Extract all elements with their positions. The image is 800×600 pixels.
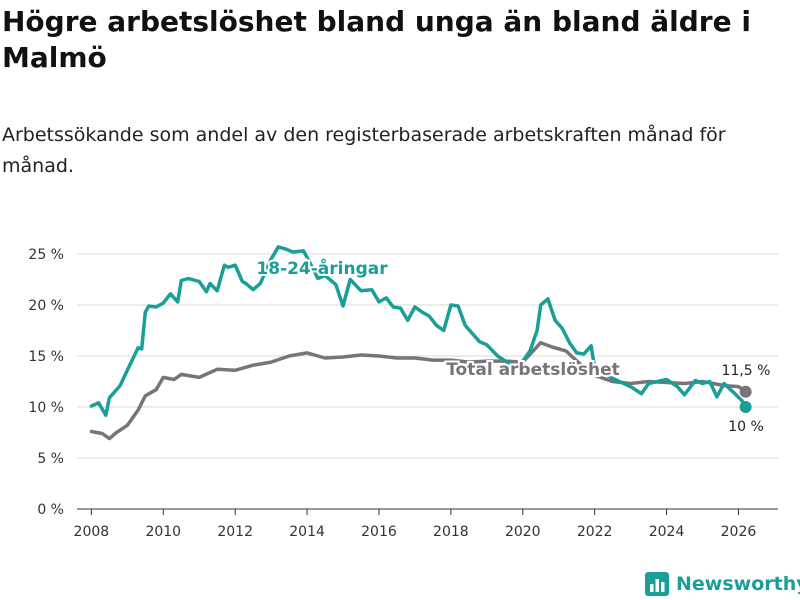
axes: 0 % 5 % 10 % 15 % 20 % 25 % 2008 2010 2012 2014 20… <box>28 247 778 540</box>
y-tick-label: 20 % <box>28 298 64 314</box>
y-tick-label: 10 % <box>28 400 64 416</box>
end-point-total <box>739 385 752 398</box>
x-tick-label: 2016 <box>361 524 397 540</box>
y-tick-label: 25 % <box>28 247 64 263</box>
end-value-total: 11,5 % <box>722 363 771 379</box>
x-tick-label: 2026 <box>721 524 757 540</box>
chart-subtitle: Arbetssökande som andel av den registerb… <box>2 124 726 177</box>
x-tick-label: 2022 <box>577 524 613 540</box>
y-tick-label: 15 % <box>28 349 64 365</box>
x-tick-label: 2014 <box>289 524 325 540</box>
newsworthy-logo[interactable]: Newsworthy <box>645 572 800 596</box>
x-tick-label: 2018 <box>433 524 469 540</box>
end-point-youth <box>739 401 752 413</box>
y-tick-label: 5 % <box>37 451 64 467</box>
y-tick-label: 0 % <box>37 502 64 518</box>
series-line-total <box>89 340 748 441</box>
end-value-youth: 10 % <box>728 419 764 435</box>
series-labels: Total arbetslöshet 18-24-åringar 11,5 % 10 … <box>254 255 771 435</box>
brand-name: Newsworthy <box>676 573 800 595</box>
x-tick-label: 2024 <box>649 524 685 540</box>
chart-title: Högre arbetslöshet bland unga än bland ä… <box>2 5 751 74</box>
x-tick-label: 2010 <box>145 524 181 540</box>
series-label-youth: 18-24-åringar <box>256 257 388 279</box>
series-line-youth <box>89 245 748 417</box>
series-lines <box>89 245 752 441</box>
x-tick-label: 2012 <box>217 524 253 540</box>
newsworthy-logo-icon <box>645 572 669 596</box>
grid-lines <box>77 253 778 459</box>
x-tick-label: 2020 <box>505 524 541 540</box>
series-label-total: Total arbetslöshet <box>446 360 620 380</box>
x-tick-label: 2008 <box>74 524 110 540</box>
